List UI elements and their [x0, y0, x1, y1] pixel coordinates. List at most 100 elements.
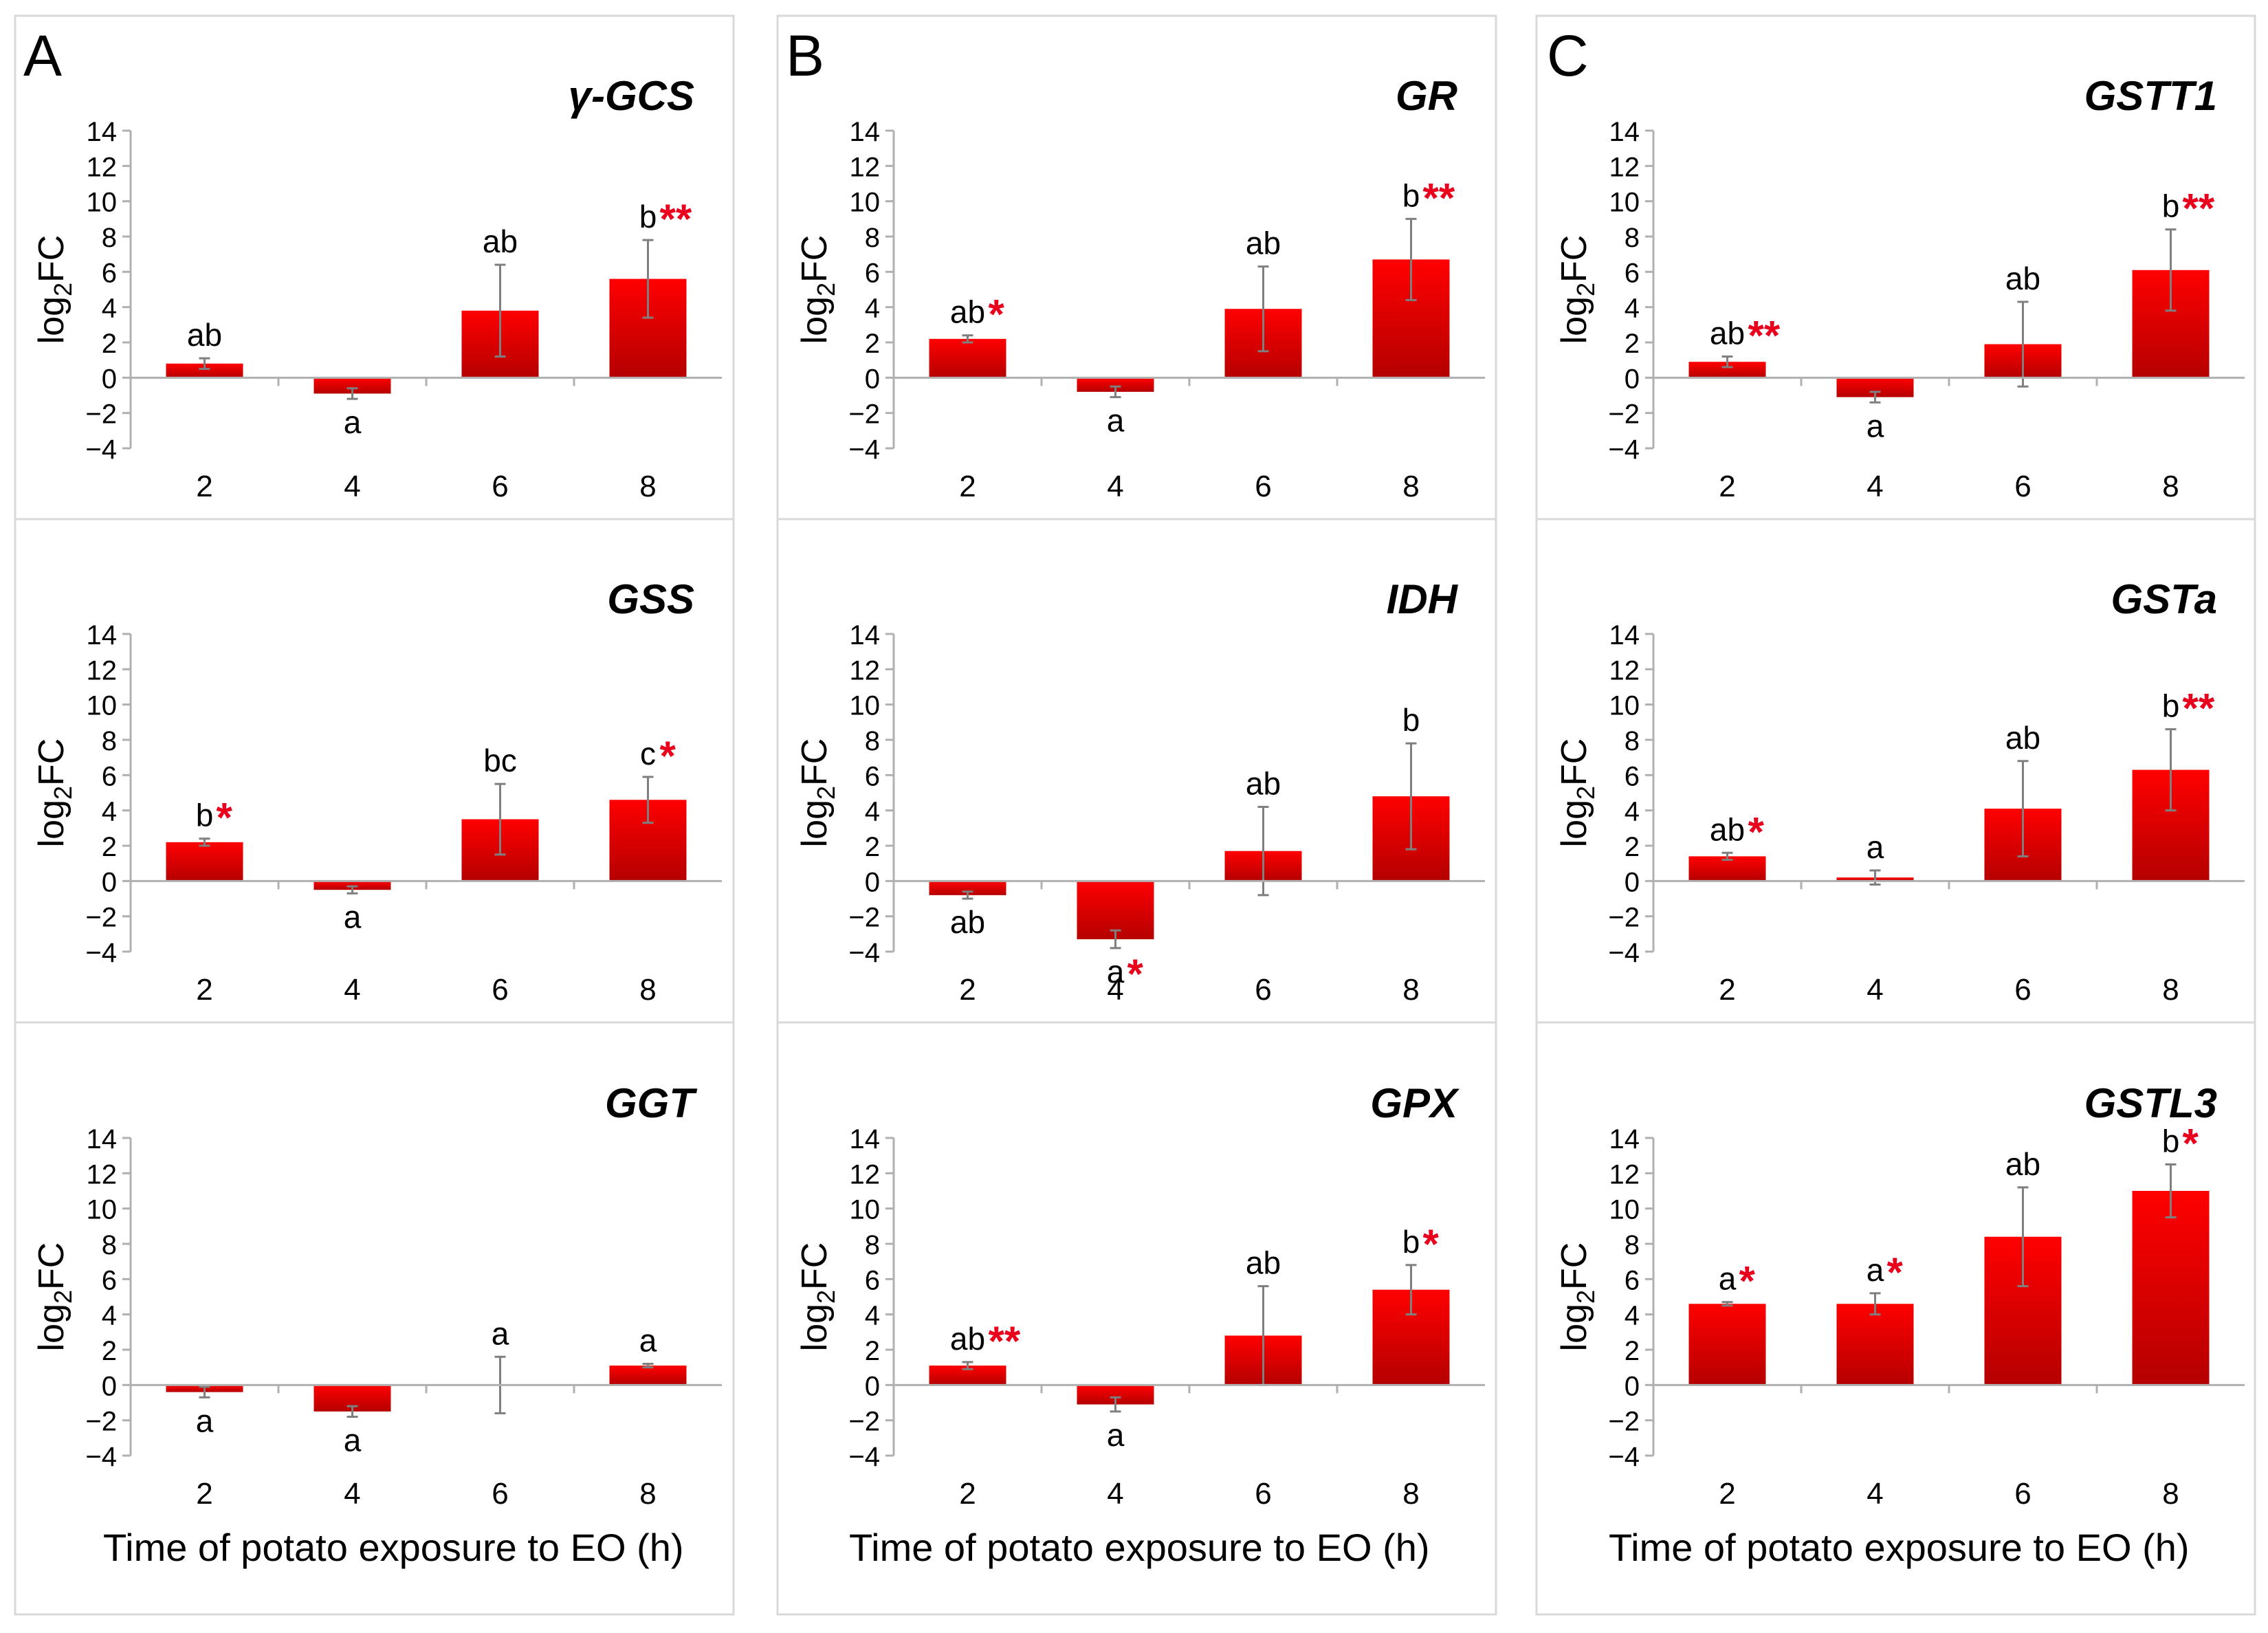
- x-tick-label: 2: [196, 973, 212, 1007]
- y-tick-label: 14: [1609, 1124, 1640, 1154]
- bar: [1836, 1304, 1914, 1385]
- y-tick-label: 8: [1625, 223, 1640, 253]
- x-tick-label: 6: [2014, 1477, 2031, 1511]
- y-tick-label: 2: [1625, 1336, 1640, 1366]
- y-tick-label: 10: [850, 691, 881, 721]
- y-tick-label: 2: [102, 1336, 117, 1366]
- significance-letter: a: [1107, 403, 1125, 439]
- bar: [1688, 1304, 1766, 1385]
- chart-title: GGT: [605, 1080, 697, 1126]
- x-tick-label: 8: [1402, 470, 1419, 503]
- x-tick-label: 6: [492, 470, 508, 503]
- x-tick-label: 8: [2162, 973, 2179, 1007]
- significance-stars: *: [1127, 951, 1144, 997]
- y-tick-label: −4: [1608, 435, 1640, 465]
- y-tick-label: 4: [1625, 797, 1640, 827]
- significance-letter: a: [639, 1323, 657, 1359]
- x-tick-label: 4: [1107, 1477, 1123, 1511]
- y-tick-label: −4: [848, 938, 880, 968]
- y-axis-title-part: log: [795, 800, 835, 847]
- y-tick-label: −2: [1608, 903, 1640, 933]
- significance-letter: ab: [2005, 1146, 2040, 1182]
- y-axis-title-subscript: 2: [812, 1290, 840, 1304]
- y-tick-label: 10: [87, 1195, 118, 1225]
- bar: [1688, 362, 1766, 378]
- x-axis-title-A: Time of potato exposure to EO (h): [103, 1526, 684, 1569]
- bar: [1077, 377, 1154, 392]
- x-tick-label: 4: [1867, 470, 1883, 503]
- x-axis-title-C: Time of potato exposure to EO (h): [1609, 1526, 2190, 1569]
- y-tick-label: 4: [865, 797, 880, 827]
- significance-letter: a: [1107, 954, 1125, 989]
- significance-letter: b: [1402, 1224, 1420, 1260]
- y-axis-title-subscript: 2: [812, 786, 840, 800]
- y-axis-title: log2FC: [1554, 738, 1600, 848]
- significance-letter: b: [1402, 702, 1420, 738]
- y-tick-label: 4: [865, 1301, 880, 1331]
- x-tick-label: 4: [1107, 470, 1123, 503]
- y-tick-label: 6: [865, 1265, 880, 1295]
- significance-letter: a: [1867, 408, 1884, 443]
- y-tick-label: −2: [848, 1407, 880, 1437]
- panel-letter-B: B: [786, 23, 824, 88]
- y-axis-title-part: FC: [32, 738, 71, 786]
- y-axis-title: log2FC: [795, 738, 840, 848]
- y-tick-label: 2: [102, 329, 117, 359]
- y-tick-label: 4: [102, 294, 117, 324]
- significance-letter: b: [2162, 188, 2180, 224]
- y-tick-label: −4: [1608, 1442, 1640, 1472]
- y-tick-label: 0: [1625, 1371, 1640, 1401]
- chart-title: IDH: [1387, 576, 1459, 622]
- y-tick-label: 12: [87, 152, 118, 182]
- significance-letter: b: [2162, 1124, 2180, 1159]
- y-tick-label: 8: [1625, 1230, 1640, 1260]
- y-tick-label: 12: [1609, 1159, 1640, 1190]
- significance-letter: ab: [1246, 226, 1281, 261]
- y-tick-label: 12: [1609, 655, 1640, 686]
- panel-border-C: [1535, 14, 2256, 1616]
- y-tick-label: 10: [850, 1195, 881, 1225]
- y-tick-label: −2: [848, 903, 880, 933]
- y-axis-title: log2FC: [32, 235, 77, 344]
- y-axis-title-part: FC: [1554, 1242, 1594, 1290]
- x-tick-label: 2: [1719, 1477, 1735, 1511]
- y-tick-label: 6: [865, 761, 880, 791]
- y-tick-label: 14: [850, 620, 881, 650]
- significance-stars: **: [2183, 686, 2215, 732]
- x-tick-label: 6: [1255, 470, 1271, 503]
- significance-stars: *: [1748, 809, 1765, 855]
- y-tick-label: 12: [850, 1159, 881, 1190]
- y-tick-label: 0: [1625, 364, 1640, 394]
- y-tick-label: 14: [87, 1124, 118, 1154]
- x-tick-label: 8: [1402, 1477, 1419, 1511]
- x-tick-label: 2: [196, 470, 212, 503]
- y-axis-title-part: FC: [795, 738, 835, 786]
- x-tick-label: 4: [344, 470, 360, 503]
- y-tick-label: 2: [865, 832, 880, 862]
- y-tick-label: 4: [102, 797, 117, 827]
- x-tick-label: 8: [639, 973, 656, 1007]
- significance-letter: a: [1867, 1252, 1884, 1288]
- bar: [2132, 1191, 2210, 1385]
- y-tick-label: 10: [87, 188, 118, 218]
- y-tick-label: −2: [848, 399, 880, 430]
- y-axis-title: log2FC: [795, 1242, 840, 1352]
- y-tick-label: 0: [102, 364, 117, 394]
- y-axis-title-subscript: 2: [1572, 1290, 1600, 1304]
- y-axis-title-part: FC: [1554, 738, 1594, 786]
- y-tick-label: 4: [1625, 294, 1640, 324]
- bar: [609, 1366, 687, 1385]
- significance-letter: b: [1402, 177, 1420, 213]
- y-axis-title-part: log: [795, 296, 835, 344]
- y-tick-label: 12: [850, 655, 881, 686]
- chart-title: GR: [1396, 73, 1457, 119]
- y-tick-label: 0: [865, 1371, 880, 1401]
- significance-letter: b: [2162, 688, 2180, 724]
- significance-letter: a: [344, 899, 362, 934]
- bar: [929, 881, 1006, 895]
- chart-title: GSTa: [2111, 576, 2217, 622]
- y-tick-label: 8: [102, 1230, 117, 1260]
